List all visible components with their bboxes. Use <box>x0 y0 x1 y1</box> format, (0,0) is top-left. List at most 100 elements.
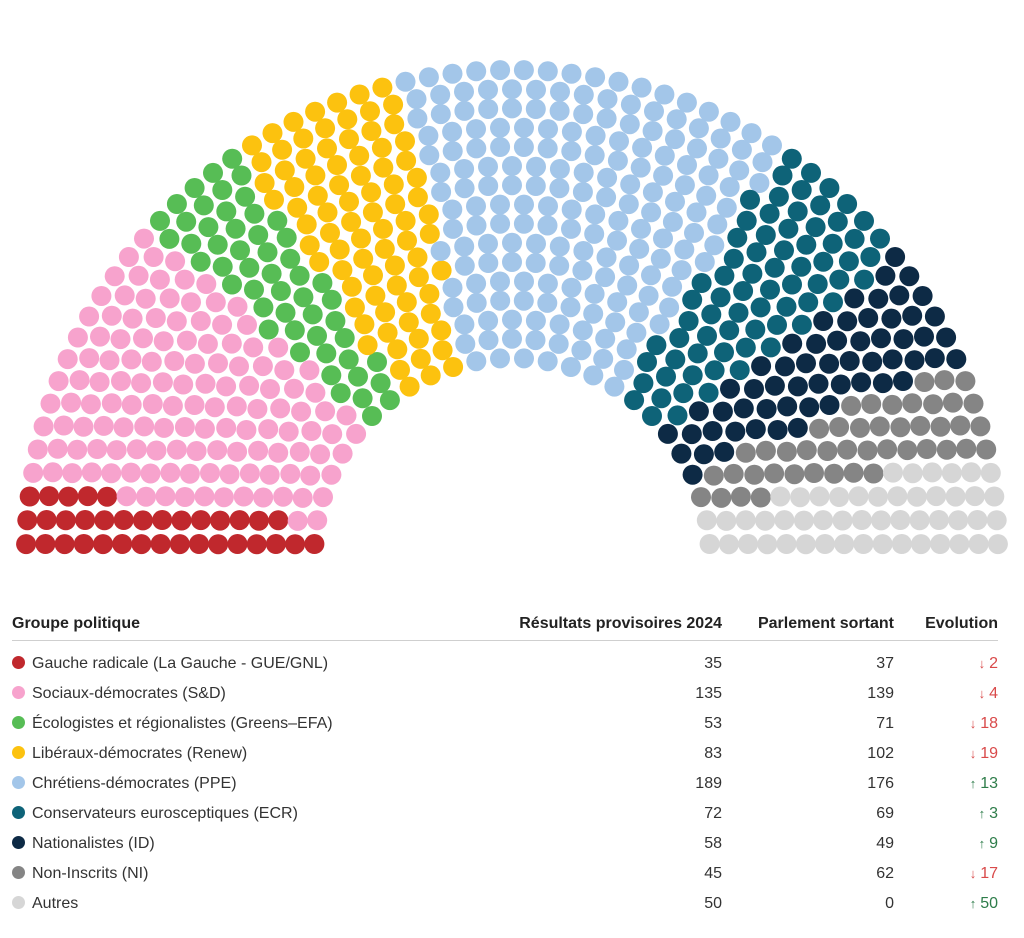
seat <box>560 297 581 318</box>
seat <box>406 167 427 188</box>
seat <box>274 160 295 181</box>
seat <box>573 104 594 125</box>
seat <box>844 228 865 249</box>
seat <box>857 440 878 461</box>
seat <box>824 463 845 484</box>
seat <box>572 182 593 202</box>
seat <box>718 534 739 555</box>
seat <box>336 405 357 426</box>
seat <box>132 510 153 531</box>
seat <box>942 392 963 413</box>
seat <box>843 462 864 483</box>
seat <box>701 304 722 325</box>
seat <box>955 371 976 392</box>
seat <box>572 320 593 341</box>
outgoing-cell: 71 <box>876 715 894 732</box>
seat <box>207 234 228 255</box>
seat <box>871 510 892 531</box>
seat <box>945 486 966 507</box>
seat <box>796 234 817 255</box>
seat <box>384 114 405 135</box>
seat <box>614 359 634 380</box>
seat <box>363 265 383 286</box>
header-outgoing: Parlement sortant <box>722 608 894 641</box>
seat <box>744 464 765 485</box>
seat <box>596 247 617 268</box>
seat <box>890 510 911 530</box>
parliament-hemicycle-chart <box>16 60 1008 555</box>
seat <box>572 260 593 281</box>
results-2024-cell: 35 <box>704 655 722 672</box>
seat <box>478 330 499 351</box>
seat <box>890 417 911 438</box>
seat <box>767 420 788 440</box>
seat <box>490 60 511 81</box>
seat <box>659 297 680 318</box>
seat <box>560 357 581 377</box>
seat <box>230 240 250 261</box>
seat <box>735 442 756 463</box>
seat <box>964 486 985 507</box>
seat <box>383 174 404 195</box>
seat <box>239 257 260 278</box>
seat <box>948 510 969 531</box>
seat <box>210 510 231 531</box>
seat <box>809 486 830 507</box>
seat <box>538 119 558 140</box>
seat <box>778 218 799 239</box>
seat <box>815 534 835 554</box>
seat <box>246 534 267 555</box>
outgoing-cell: 139 <box>867 685 894 702</box>
legend-dot-icon <box>12 836 25 849</box>
seat <box>219 464 240 485</box>
seat <box>373 157 394 178</box>
seat <box>135 288 156 309</box>
seat <box>136 486 156 507</box>
seat <box>644 101 664 122</box>
seat <box>682 365 703 386</box>
seat <box>649 314 670 335</box>
seat <box>513 213 534 234</box>
seat <box>631 218 651 239</box>
seat <box>395 210 416 231</box>
evolution-number: 18 <box>980 715 998 732</box>
seat <box>353 248 374 269</box>
seat <box>152 510 173 530</box>
seat <box>745 319 766 340</box>
seat <box>131 373 152 394</box>
results-2024-cell: 83 <box>704 745 722 762</box>
seat <box>216 201 237 222</box>
table-row: Écologistes et régionalistes (Greens–EFA… <box>12 709 998 739</box>
seat <box>936 439 957 460</box>
seat <box>561 63 582 84</box>
seat <box>646 335 667 356</box>
seat <box>27 439 48 460</box>
seat <box>244 279 264 300</box>
seat <box>950 415 971 436</box>
seat <box>112 534 133 554</box>
seat <box>687 138 707 159</box>
seat <box>768 186 789 207</box>
group-cell: Chrétiens-démocrates (PPE) <box>12 769 482 799</box>
seat <box>317 138 337 159</box>
evolution-number: 13 <box>980 775 998 792</box>
seat <box>305 101 326 122</box>
seat <box>313 487 333 508</box>
seat <box>514 117 534 138</box>
seat <box>268 510 289 531</box>
seat <box>832 510 853 531</box>
seat <box>339 129 359 150</box>
seat <box>764 375 785 396</box>
seat <box>341 276 362 297</box>
seat <box>16 534 37 555</box>
seat <box>904 350 925 371</box>
seat <box>720 378 740 399</box>
seat <box>478 310 499 331</box>
seat <box>174 417 195 437</box>
seat <box>227 441 248 462</box>
seat <box>642 406 662 426</box>
seat <box>301 421 322 441</box>
seat <box>597 167 618 188</box>
seat <box>251 152 272 173</box>
seat <box>561 121 582 142</box>
